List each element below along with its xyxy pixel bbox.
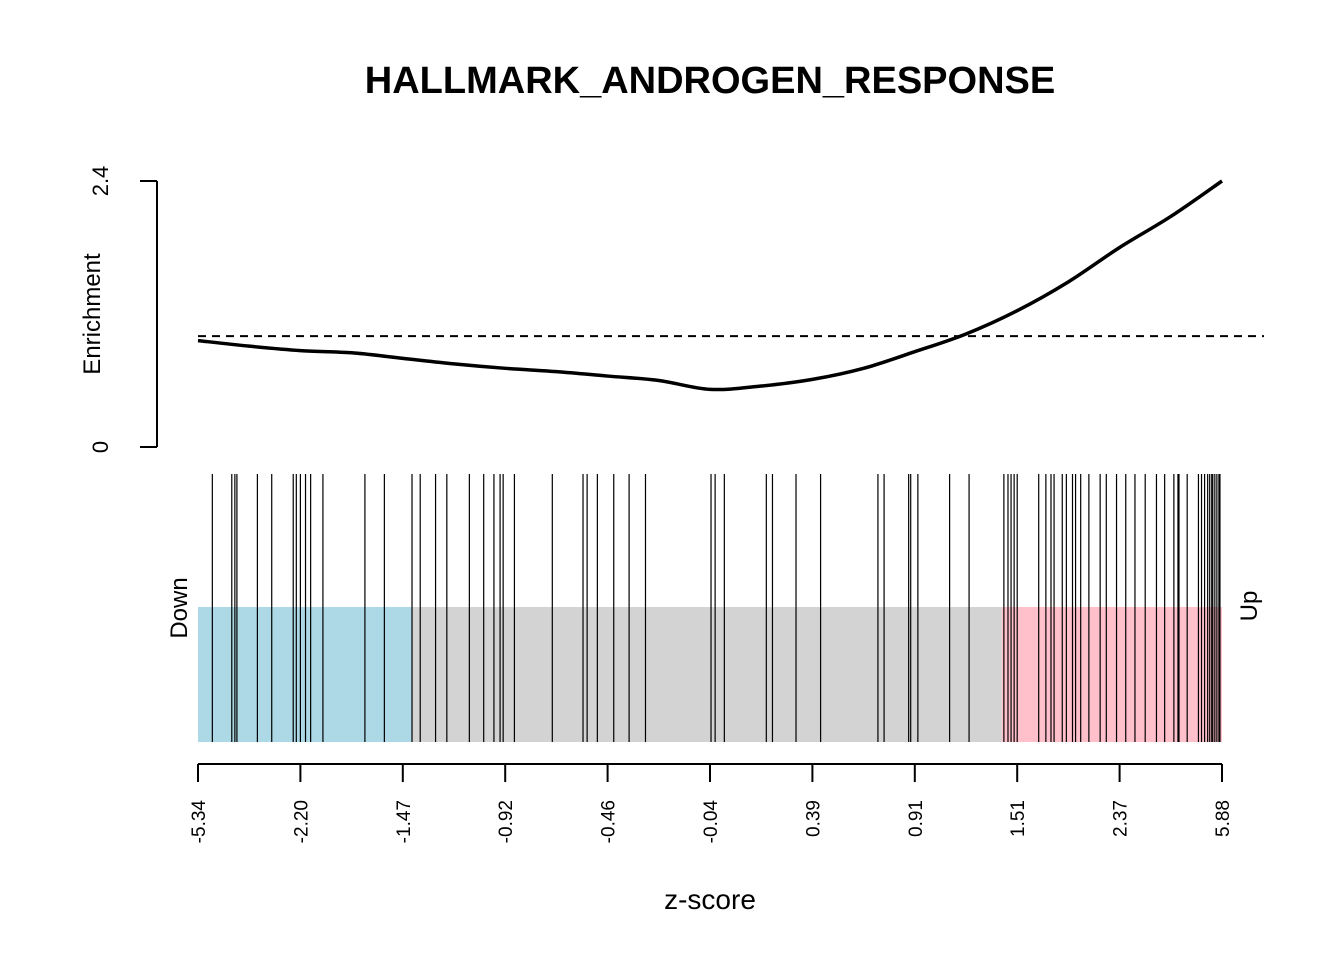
x-tick-label: 2.37 <box>1111 800 1132 837</box>
enrichment-curve <box>197 179 1223 392</box>
x-tick-label: -0.46 <box>599 800 620 843</box>
gene-barcode <box>211 474 1221 742</box>
x-tick-label: 5.88 <box>1213 800 1234 837</box>
x-tick-label: -0.04 <box>701 800 722 844</box>
x-tick-label: 0.91 <box>906 800 927 837</box>
y-tick-label-min: 0 <box>88 441 113 453</box>
x-tick-label: -2.20 <box>291 800 312 843</box>
x-axis: -5.34 -2.20 -1.47 -0.92 -0.46 -0.04 0.39 0.91 1.… <box>189 763 1234 844</box>
y-axis-label: Enrichment <box>79 253 106 375</box>
region-2 <box>1001 607 1222 742</box>
y-tick-label-max: 2.4 <box>88 166 113 197</box>
x-tick-label: 1.51 <box>1008 800 1029 837</box>
down-label: Down <box>166 577 193 638</box>
x-tick-label: 0.39 <box>803 800 824 837</box>
region-1 <box>412 607 1002 742</box>
x-tick-label: -5.34 <box>189 800 210 844</box>
up-label: Up <box>1236 591 1263 622</box>
regions <box>198 607 1222 742</box>
x-axis-label: z-score <box>664 884 756 915</box>
x-tick-label: -0.92 <box>496 800 517 843</box>
y-axis: 2.4 0 Enrichment <box>79 166 158 453</box>
x-tick-label: -1.47 <box>394 800 415 843</box>
chart-title: HALLMARK_ANDROGEN_RESPONSE <box>365 60 1055 102</box>
